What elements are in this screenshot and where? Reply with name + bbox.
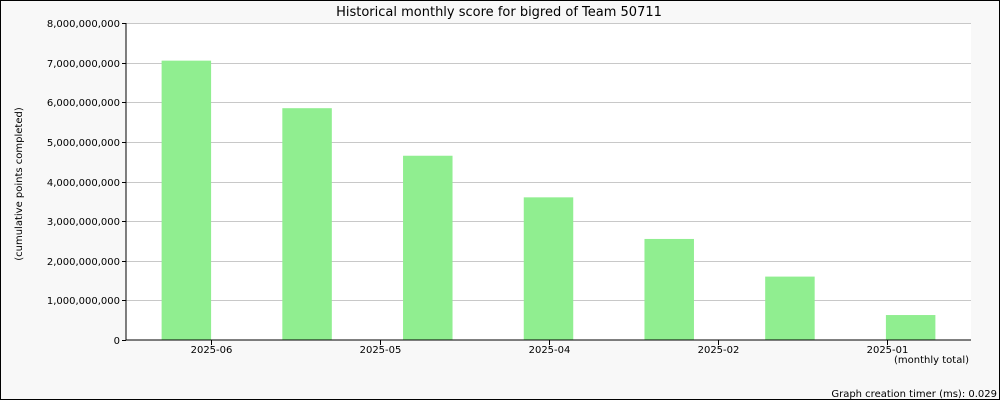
- bar: [885, 315, 936, 340]
- x-tick-label: 2025-01: [867, 345, 909, 356]
- x-tick-label: 2025-04: [529, 345, 571, 356]
- y-tick-label: 8,000,000,000: [47, 19, 120, 30]
- y-tick-label: 4,000,000,000: [47, 178, 120, 189]
- bar: [282, 108, 332, 340]
- x-axis-label: (monthly total): [894, 355, 969, 366]
- x-tick-label: 2025-02: [698, 345, 740, 356]
- bars: [161, 60, 936, 341]
- bar: [765, 276, 815, 340]
- x-tick-label: 2025-05: [360, 345, 402, 356]
- chart-title: Historical monthly score for bigred of T…: [336, 5, 662, 20]
- y-tick-label: 1,000,000,000: [47, 296, 120, 307]
- y-axis-label: (cumulative points completed): [14, 107, 25, 261]
- bar: [161, 60, 212, 341]
- x-ticks: 2025-06 2025-05 2025-04 2025-02 2025-01: [191, 340, 909, 356]
- bar: [403, 155, 453, 340]
- bar: [523, 197, 574, 340]
- y-tick-label: 5,000,000,000: [47, 138, 120, 149]
- y-tick-label: 6,000,000,000: [47, 98, 120, 109]
- y-tick-label: 2,000,000,000: [47, 257, 120, 268]
- y-tick-label: 7,000,000,000: [47, 59, 120, 70]
- y-tick-label: 0: [114, 336, 120, 347]
- x-tick-label: 2025-06: [191, 345, 233, 356]
- y-tick-labels: 0 1,000,000,000 2,000,000,000 3,000,000,000…: [47, 19, 120, 347]
- bar: [644, 238, 694, 340]
- graph-timer-text: Graph creation timer (ms): 0.029: [831, 389, 997, 399]
- y-tick-label: 3,000,000,000: [47, 217, 120, 228]
